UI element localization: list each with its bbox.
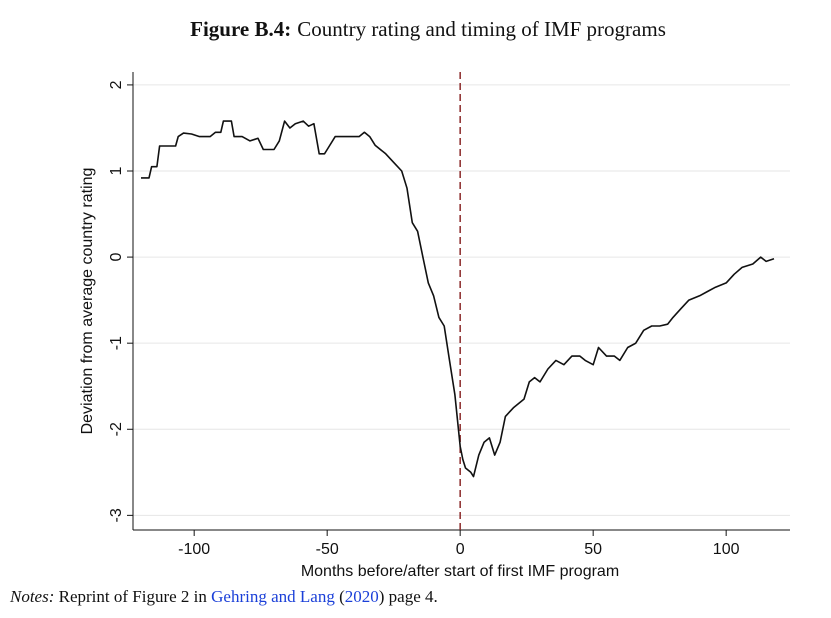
chart: Figure B.4: Country rating and timing of …: [79, 17, 790, 580]
y-tick-label: 0: [108, 253, 125, 262]
x-axis-label: Months before/after start of first IMF p…: [301, 563, 619, 580]
notes-text: ) page 4.: [378, 587, 438, 606]
title-text: Country rating and timing of IMF program…: [297, 17, 666, 41]
notes-text: (: [334, 587, 345, 606]
y-tick-label: -2: [108, 422, 125, 436]
figure-label: Figure B.4:: [190, 17, 291, 41]
y-tick-label: 1: [108, 166, 125, 175]
notes: Notes: Reprint of Figure 2 in Gehring an…: [10, 587, 438, 607]
x-tick-label: -100: [178, 541, 210, 558]
notes-text: 2020: [344, 587, 379, 606]
x-tick-label: 0: [456, 541, 465, 558]
data-line: [141, 120, 775, 478]
y-tick-label: -3: [108, 508, 125, 522]
chart-title: Figure B.4: Country rating and timing of …: [190, 17, 666, 41]
notes-text: Reprint of Figure 2 in: [58, 587, 212, 606]
x-tick-label: 50: [584, 541, 602, 558]
notes-label: Notes:: [10, 587, 55, 606]
y-tick-label: 2: [108, 80, 125, 89]
y-axis-label: Deviation from average country rating: [79, 168, 96, 435]
x-tick-label: 100: [713, 541, 740, 558]
x-tick-label: -50: [316, 541, 339, 558]
notes-text: Gehring and Lang: [211, 587, 335, 606]
y-tick-label: -1: [108, 336, 125, 350]
